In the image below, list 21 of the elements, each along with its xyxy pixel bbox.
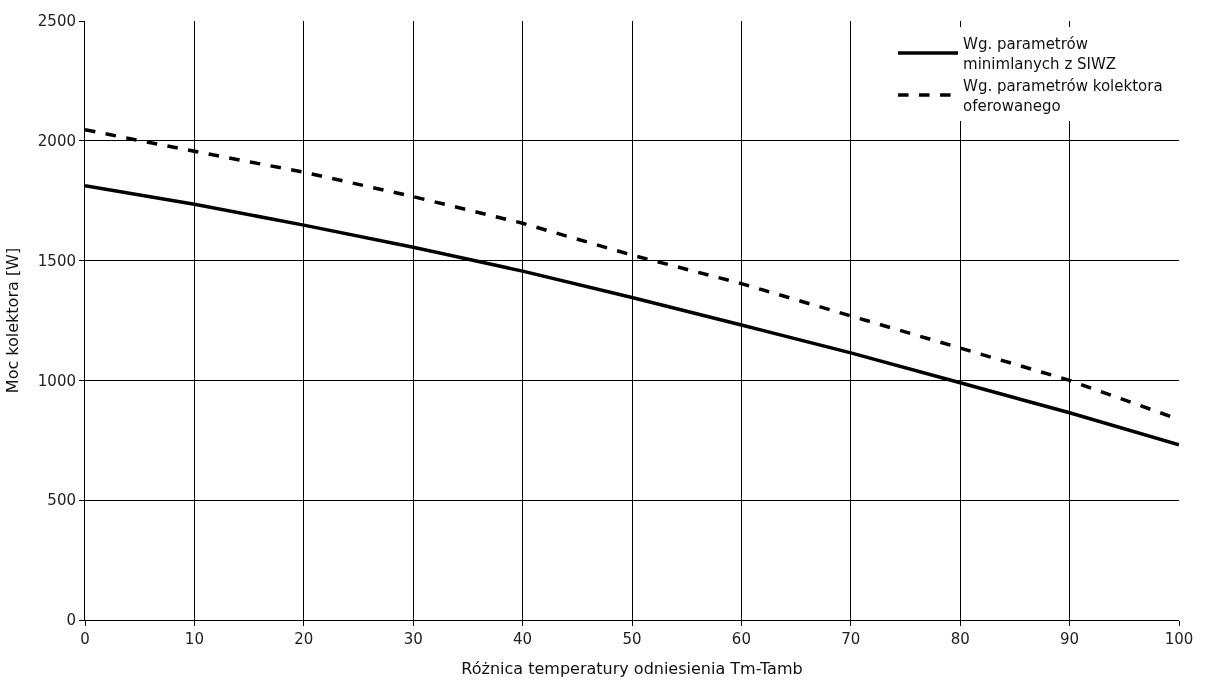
x-tick-label: 100 — [1164, 630, 1194, 648]
x-axis-title: Różnica temperatury odniesienia Tm-Tamb — [461, 658, 803, 678]
y-tick-label: 500 — [47, 491, 76, 510]
x-tick-label: 80 — [950, 630, 970, 648]
x-tick-label: 20 — [294, 630, 314, 648]
x-tick-label: 0 — [80, 630, 90, 648]
x-tick-label: 50 — [622, 630, 642, 648]
x-tick-label: 40 — [513, 630, 533, 648]
x-tick-label: 30 — [403, 630, 423, 648]
x-tick-label: 10 — [184, 630, 204, 648]
y-tick-label: 0 — [66, 611, 76, 630]
y-tick-label: 2000 — [37, 132, 76, 151]
legend-label: Wg. parametrów minimlanych z SIWZ — [963, 35, 1117, 73]
y-tick-label: 1500 — [37, 251, 76, 270]
y-axis-title: Moc kolektora [W] — [2, 247, 22, 394]
x-tick-label: 70 — [841, 630, 861, 648]
y-tick-label: 1000 — [37, 371, 76, 390]
x-tick-label: 60 — [731, 630, 751, 648]
y-tick-label: 2500 — [37, 12, 76, 31]
legend-label: Wg. parametrów kolektora oferowanego — [963, 77, 1163, 115]
x-tick-label: 90 — [1060, 630, 1080, 648]
